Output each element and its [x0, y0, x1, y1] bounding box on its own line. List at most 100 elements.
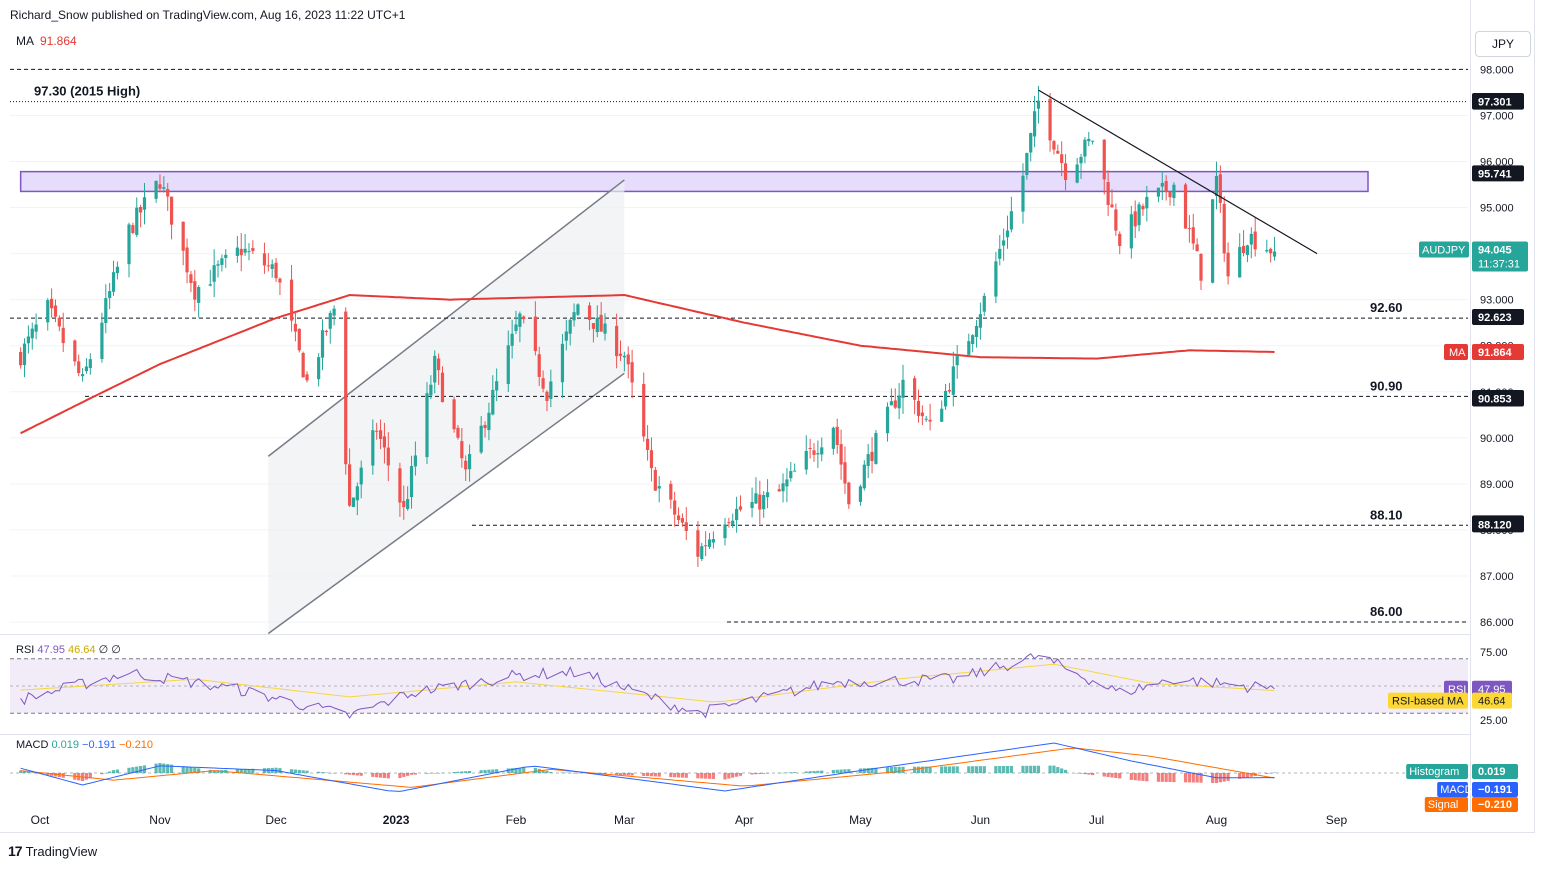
- macd-histogram-bar: [1249, 773, 1253, 777]
- candle-body: [793, 470, 797, 472]
- candle-body: [57, 317, 61, 327]
- candle-body: [537, 354, 541, 377]
- countdown-text: 11:37:31: [1478, 259, 1520, 271]
- price-label-text: 92.623: [1478, 312, 1512, 324]
- candle-body: [409, 466, 414, 498]
- macd-histogram-bar: [920, 766, 924, 773]
- candle-body: [1222, 203, 1226, 254]
- macd-histogram-bar: [1002, 765, 1006, 773]
- rsi-ma-tag-label: RSI-based MA: [1392, 696, 1464, 708]
- macd-histogram-bar: [727, 773, 731, 779]
- candle-body: [301, 352, 305, 378]
- macd-histogram-bar: [812, 771, 816, 773]
- candle-body: [348, 464, 352, 506]
- macd-histogram-bar: [653, 773, 657, 777]
- macd-histogram-bar: [375, 773, 379, 778]
- descending-trendline: [1038, 89, 1318, 255]
- candle-body: [22, 343, 27, 366]
- price-tick: 89.000: [1480, 479, 1514, 491]
- candle-body: [375, 430, 379, 432]
- macd-histogram-bar: [22, 771, 27, 773]
- rsi-line: [20, 653, 1275, 719]
- candle-body: [224, 254, 228, 258]
- candle-body: [522, 316, 526, 320]
- macd-histogram-bar: [514, 767, 518, 773]
- macd-histogram-bar: [386, 773, 390, 779]
- macd-histogram-bar: [1265, 773, 1269, 774]
- macd-histogram-bar: [1032, 765, 1037, 773]
- macd-histogram-bar: [197, 768, 201, 773]
- macd-histogram-bar: [1079, 773, 1083, 774]
- candle-body: [1245, 245, 1250, 255]
- macd-histogram-bar: [1075, 773, 1079, 774]
- candle-body: [928, 419, 932, 422]
- macd-histogram-bar: [615, 773, 619, 775]
- macd-histogram-bar: [1060, 768, 1064, 773]
- macd-histogram-bar: [951, 766, 955, 773]
- macd-histogram-bar: [789, 772, 793, 773]
- macd-histogram-bar: [464, 771, 468, 773]
- macd-histogram-bar: [1199, 773, 1203, 783]
- candle-body: [491, 389, 495, 415]
- candle-body: [831, 427, 835, 449]
- candle-body: [669, 483, 673, 500]
- macd-histogram-bar: [305, 770, 309, 773]
- candle-body: [305, 374, 309, 381]
- price-label: [1472, 309, 1524, 326]
- candle-body: [189, 274, 193, 284]
- candle-body: [518, 313, 522, 327]
- candle-body: [835, 426, 839, 445]
- macd-histogram-bar: [262, 768, 267, 773]
- price-axis: 86.00087.00088.00089.00090.00091.00092.0…: [1419, 64, 1528, 629]
- candle-body: [804, 451, 808, 470]
- macd-histogram-bar: [1083, 773, 1087, 775]
- macd-histogram-bar: [84, 773, 89, 780]
- candle-body: [599, 314, 603, 332]
- candle-body: [495, 381, 499, 391]
- rsi-ma-value-label: [1472, 692, 1512, 709]
- candle-body: [26, 336, 30, 344]
- macd-histogram-bar: [669, 773, 673, 778]
- candle-body: [684, 522, 688, 531]
- macd-histogram-bar: [189, 767, 193, 773]
- candle-body: [560, 343, 565, 383]
- macd-histogram-bar: [738, 773, 743, 776]
- candle-body: [630, 362, 634, 383]
- candle-body: [440, 372, 445, 403]
- rsi-tick: 75.00: [1480, 647, 1508, 659]
- macd-histogram-bar: [1025, 765, 1029, 773]
- candle-body: [166, 189, 170, 197]
- macd-histogram-bar: [1226, 773, 1230, 781]
- candle-body: [1091, 140, 1095, 142]
- candle-body: [700, 546, 704, 560]
- macd-histogram-bar: [328, 772, 332, 774]
- candle-body: [676, 515, 681, 520]
- candle-body: [576, 304, 580, 315]
- ma-legend[interactable]: MA 91.864: [16, 34, 77, 48]
- footer-brand[interactable]: 17 TradingView: [8, 843, 97, 859]
- currency-button[interactable]: JPY: [1475, 31, 1531, 57]
- candle-body: [572, 312, 576, 321]
- candle-body: [649, 450, 654, 469]
- macd-histogram-bar: [916, 766, 921, 773]
- macd-histogram-bar: [166, 764, 170, 773]
- macd-value-label: [1472, 797, 1518, 812]
- candle-body: [386, 447, 390, 466]
- candle-body: [642, 383, 646, 437]
- macd-histogram-bar: [831, 769, 835, 773]
- candle-body: [429, 384, 433, 396]
- candle-body: [467, 454, 472, 470]
- candle-body: [135, 207, 139, 235]
- macd-histogram-bar: [684, 773, 688, 778]
- macd-histogram-bar: [1187, 773, 1191, 783]
- candle-body: [731, 520, 735, 525]
- candle-body: [626, 354, 630, 365]
- candle-body: [88, 359, 92, 368]
- rsi-legend-label: RSI: [16, 644, 37, 656]
- macd-histogram-bar: [835, 769, 839, 773]
- candle-body: [901, 379, 905, 398]
- macd-value-text: −0.191: [1478, 784, 1512, 796]
- macd-histogram-bar: [104, 772, 108, 774]
